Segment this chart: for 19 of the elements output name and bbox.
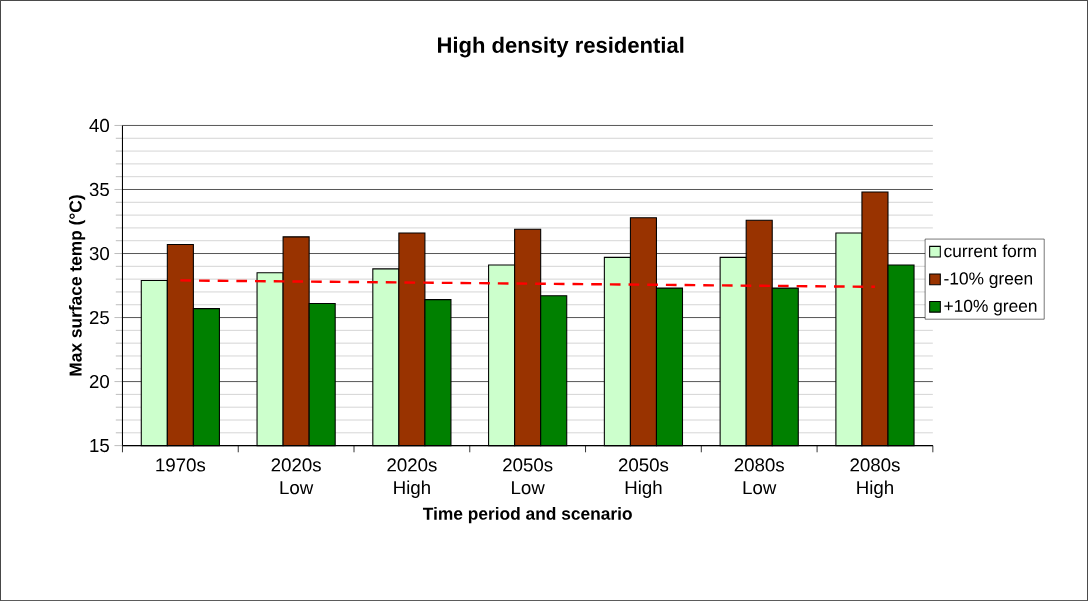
y-tick-label: 15 xyxy=(90,439,109,453)
y-tick-label: 30 xyxy=(89,246,110,261)
legend-label: current form xyxy=(944,244,1036,258)
x-tick-label: 2050s High xyxy=(618,458,669,498)
y-tick-label: 35 xyxy=(89,182,109,197)
x-tick-label: 2020s High xyxy=(387,458,437,498)
legend-label: -10% green xyxy=(944,272,1033,288)
y-tick-label: 25 xyxy=(89,310,109,325)
x-axis-title: Time period and scenario xyxy=(422,507,632,524)
x-tick-label: 2020s Low xyxy=(271,458,321,495)
x-tick-label: 2050s Low xyxy=(503,458,553,495)
legend-label: +10% green xyxy=(944,299,1037,316)
y-axis-title: Max surface temp (°C) xyxy=(68,195,86,376)
x-tick-label: 2080s Low xyxy=(734,458,784,495)
x-tick-label: 2080s High xyxy=(850,458,900,498)
chart-title: High density residential xyxy=(438,36,684,58)
x-tick-label: 1970s xyxy=(156,458,206,472)
y-tick-label: 20 xyxy=(89,374,110,389)
y-tick-label: 40 xyxy=(89,118,110,133)
